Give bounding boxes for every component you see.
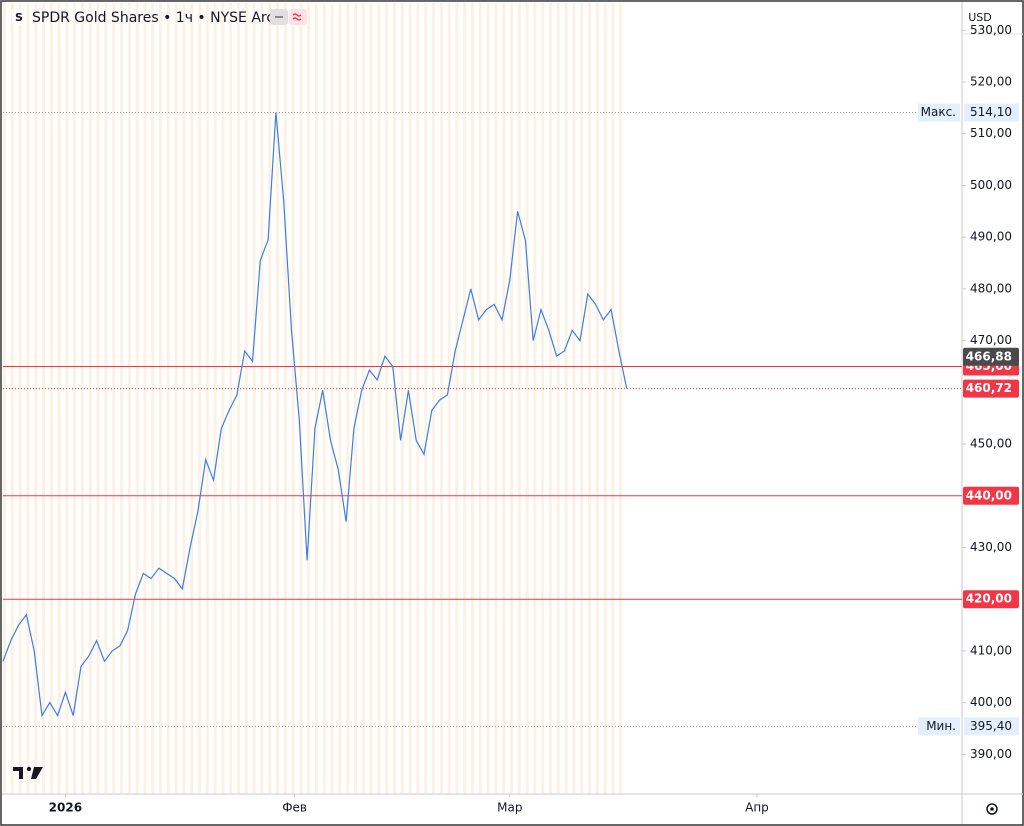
logo-part <box>26 766 32 772</box>
level-label-bg <box>963 590 1019 609</box>
logo <box>13 766 43 779</box>
last-price-label: 460,72 <box>966 381 1012 395</box>
x-tick-label: Фев <box>282 801 307 815</box>
high-marker-label-bg <box>963 347 1019 366</box>
chart-title: SPDR Gold Shares • 1ч • NYSE Arca <box>32 10 283 26</box>
max-value: 514,10 <box>970 105 1012 119</box>
currency[interactable]: USD <box>968 11 992 24</box>
min-value: 395,40 <box>970 719 1012 733</box>
y-tick-label: 480,00 <box>970 281 1012 295</box>
logo-part <box>13 767 23 779</box>
min-name-bg <box>918 717 960 736</box>
min-name: Мин. <box>926 719 956 733</box>
gear-center <box>990 807 994 811</box>
last-price-label-bg <box>963 379 1019 398</box>
x-tick-label: 2026 <box>49 801 82 815</box>
y-tick-label: 500,00 <box>970 178 1012 192</box>
level-label: 420,00 <box>966 592 1012 606</box>
y-tick-label: 430,00 <box>970 540 1012 554</box>
x-tick-label: Мар <box>497 801 522 815</box>
session-background <box>3 3 623 793</box>
y-tick-label: 510,00 <box>970 126 1012 140</box>
badge-icon <box>292 13 302 21</box>
max-value-bg <box>964 103 1019 122</box>
y-tick-label: 470,00 <box>970 333 1012 347</box>
max-name-bg <box>918 103 960 122</box>
y-tick-label: 520,00 <box>970 75 1012 89</box>
plot <box>2 112 962 727</box>
y-tick-label: 400,00 <box>970 695 1012 709</box>
max-name: Макс. <box>921 105 956 119</box>
level-label-bg <box>963 486 1019 505</box>
symbol-icon: S <box>15 11 23 24</box>
min-value-bg <box>964 717 1019 736</box>
y-tick-label: 450,00 <box>970 437 1012 451</box>
settings-button[interactable] <box>986 803 998 815</box>
y-tick-label: 530,00 <box>970 23 1012 37</box>
y-tick-label: 390,00 <box>970 747 1012 761</box>
gear <box>986 803 998 815</box>
header: S SPDR Gold Shares • 1ч • NYSE Arca <box>12 9 307 26</box>
high-marker-label: 466,88 <box>966 349 1012 363</box>
price-line <box>2 112 628 718</box>
level-label: 440,00 <box>966 488 1012 502</box>
y-tick-label: 490,00 <box>970 230 1012 244</box>
badge[interactable] <box>289 9 307 25</box>
x-tick-label: Апр <box>745 801 769 815</box>
logo-part <box>31 767 43 779</box>
y-tick-label: 410,00 <box>970 643 1012 657</box>
symbol-icon-bg <box>12 9 26 25</box>
